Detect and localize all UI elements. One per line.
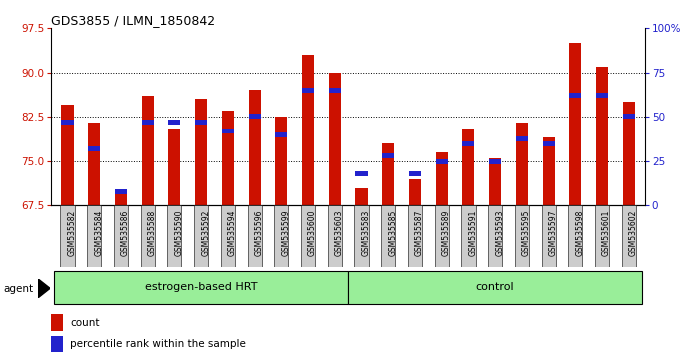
Text: GSM535598: GSM535598 xyxy=(576,210,584,256)
Text: GSM535599: GSM535599 xyxy=(281,210,290,256)
Bar xyxy=(516,123,528,205)
FancyBboxPatch shape xyxy=(301,205,315,267)
FancyBboxPatch shape xyxy=(514,205,529,267)
Bar xyxy=(623,102,635,205)
Bar xyxy=(142,96,154,205)
FancyBboxPatch shape xyxy=(568,205,582,267)
FancyBboxPatch shape xyxy=(408,205,422,267)
FancyBboxPatch shape xyxy=(167,205,182,267)
Bar xyxy=(569,43,581,205)
Bar xyxy=(329,73,341,205)
FancyBboxPatch shape xyxy=(221,205,235,267)
FancyBboxPatch shape xyxy=(622,205,636,267)
Bar xyxy=(596,93,608,98)
Text: GSM535582: GSM535582 xyxy=(67,210,76,256)
FancyBboxPatch shape xyxy=(541,205,556,267)
Bar xyxy=(462,129,475,205)
Text: GSM535601: GSM535601 xyxy=(602,210,611,256)
Text: GSM535596: GSM535596 xyxy=(255,210,263,256)
Bar xyxy=(382,153,394,158)
Text: GSM535603: GSM535603 xyxy=(335,210,344,256)
FancyBboxPatch shape xyxy=(274,205,288,267)
Bar xyxy=(222,111,234,205)
Bar xyxy=(543,137,554,205)
Text: GSM535602: GSM535602 xyxy=(629,210,638,256)
Bar xyxy=(51,336,63,352)
Bar xyxy=(462,141,475,146)
Text: control: control xyxy=(476,282,514,292)
Bar xyxy=(302,55,314,205)
Text: percentile rank within the sample: percentile rank within the sample xyxy=(70,339,246,349)
Bar xyxy=(489,159,501,164)
Text: GSM535592: GSM535592 xyxy=(201,210,210,256)
Bar xyxy=(302,88,314,93)
Text: GSM535584: GSM535584 xyxy=(94,210,103,256)
FancyBboxPatch shape xyxy=(60,205,75,267)
Bar xyxy=(62,120,73,125)
Bar xyxy=(569,93,581,98)
FancyBboxPatch shape xyxy=(114,205,128,267)
FancyBboxPatch shape xyxy=(87,205,102,267)
Text: GSM535593: GSM535593 xyxy=(495,210,504,256)
Text: GSM535594: GSM535594 xyxy=(228,210,237,256)
Text: agent: agent xyxy=(3,284,34,293)
Text: GSM535597: GSM535597 xyxy=(549,210,558,256)
FancyBboxPatch shape xyxy=(595,205,609,267)
Bar xyxy=(222,129,234,133)
FancyBboxPatch shape xyxy=(435,205,449,267)
Bar xyxy=(195,120,207,125)
FancyBboxPatch shape xyxy=(54,271,348,304)
Bar xyxy=(115,194,127,205)
Bar xyxy=(382,143,394,205)
Text: GSM535595: GSM535595 xyxy=(522,210,531,256)
Bar xyxy=(142,120,154,125)
Text: GSM535590: GSM535590 xyxy=(174,210,183,256)
FancyBboxPatch shape xyxy=(355,205,368,267)
Text: GSM535583: GSM535583 xyxy=(362,210,370,256)
Text: GSM535588: GSM535588 xyxy=(147,210,156,256)
Bar xyxy=(489,158,501,205)
Bar xyxy=(543,141,554,146)
FancyBboxPatch shape xyxy=(328,205,342,267)
Bar xyxy=(409,179,421,205)
FancyBboxPatch shape xyxy=(248,205,261,267)
FancyBboxPatch shape xyxy=(194,205,209,267)
Text: GSM535586: GSM535586 xyxy=(121,210,130,256)
Text: GSM535587: GSM535587 xyxy=(415,210,424,256)
Bar xyxy=(195,99,207,205)
Bar xyxy=(168,120,180,125)
Text: GSM535589: GSM535589 xyxy=(442,210,451,256)
Text: GDS3855 / ILMN_1850842: GDS3855 / ILMN_1850842 xyxy=(51,14,215,27)
Bar xyxy=(329,88,341,93)
Bar xyxy=(115,189,127,194)
Bar xyxy=(409,171,421,176)
Bar xyxy=(623,114,635,119)
Text: GSM535600: GSM535600 xyxy=(308,210,317,256)
Bar xyxy=(248,114,261,119)
Bar xyxy=(51,314,63,331)
FancyBboxPatch shape xyxy=(141,205,155,267)
Bar xyxy=(88,146,100,151)
FancyBboxPatch shape xyxy=(381,205,395,267)
Bar xyxy=(355,188,368,205)
Bar xyxy=(596,67,608,205)
Bar xyxy=(62,105,73,205)
Text: estrogen-based HRT: estrogen-based HRT xyxy=(145,282,257,292)
Bar xyxy=(516,136,528,141)
Polygon shape xyxy=(38,279,50,298)
Bar xyxy=(275,117,287,205)
Bar xyxy=(436,152,448,205)
Bar xyxy=(88,123,100,205)
Text: GSM535585: GSM535585 xyxy=(388,210,397,256)
Text: GSM535591: GSM535591 xyxy=(469,210,477,256)
Text: count: count xyxy=(70,318,100,327)
Bar xyxy=(436,159,448,164)
Bar xyxy=(248,90,261,205)
FancyBboxPatch shape xyxy=(348,271,642,304)
Bar xyxy=(168,129,180,205)
FancyBboxPatch shape xyxy=(488,205,502,267)
Bar xyxy=(275,132,287,137)
FancyBboxPatch shape xyxy=(462,205,475,267)
Bar xyxy=(355,171,368,176)
